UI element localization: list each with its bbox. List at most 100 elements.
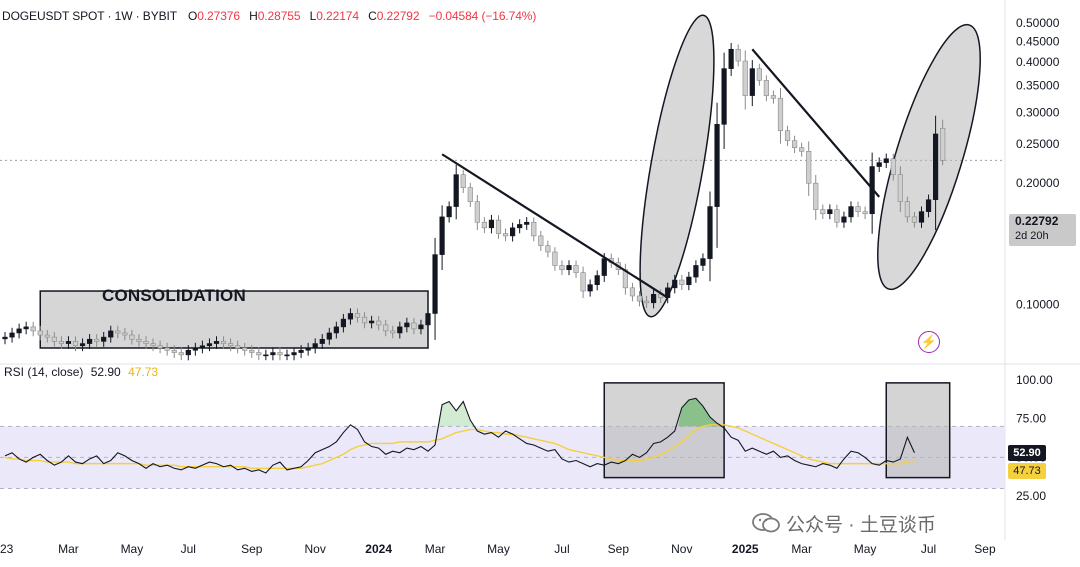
rsi-tick-label: 100.00 bbox=[1016, 373, 1053, 387]
candle-body bbox=[495, 219, 502, 234]
candle-body bbox=[101, 336, 107, 342]
price-tick-label: 0.40000 bbox=[1016, 55, 1060, 69]
candle-body bbox=[791, 140, 798, 148]
rsi-overbought-fill bbox=[678, 398, 721, 427]
candle-body bbox=[474, 201, 480, 223]
candle-body bbox=[509, 227, 516, 237]
candle-body bbox=[827, 209, 833, 215]
low-value: 0.22174 bbox=[316, 9, 359, 23]
candle-body bbox=[883, 158, 889, 163]
candle-body bbox=[284, 354, 290, 357]
change-value: −0.04584 (−16.74%) bbox=[428, 9, 537, 23]
candle-body bbox=[143, 341, 149, 344]
candle-body bbox=[517, 224, 523, 229]
candle-body bbox=[629, 287, 636, 297]
price-tick-label: 0.25000 bbox=[1016, 137, 1060, 151]
candle-body bbox=[136, 338, 142, 342]
candle-body bbox=[862, 211, 868, 215]
candle-body bbox=[87, 338, 93, 344]
candle-body bbox=[199, 345, 206, 349]
candle-body bbox=[150, 343, 156, 347]
rsi-panel bbox=[0, 382, 1005, 489]
annotations-over bbox=[441, 48, 881, 299]
candle-body bbox=[94, 338, 100, 342]
x-tick-label: 2025 bbox=[732, 542, 759, 556]
candle-body bbox=[460, 174, 466, 188]
candle-body bbox=[361, 316, 368, 324]
open-label: O bbox=[188, 9, 198, 23]
candle-body bbox=[305, 347, 311, 351]
candle-body bbox=[213, 341, 220, 344]
candle-body bbox=[855, 206, 861, 212]
candle-body bbox=[418, 324, 424, 330]
x-tick-label: May bbox=[487, 542, 510, 556]
y-axis[interactable]: 0.100000.150000.200000.250000.300000.350… bbox=[1016, 16, 1060, 503]
candle-body bbox=[439, 216, 445, 255]
candle-body bbox=[552, 251, 558, 266]
candle-body bbox=[813, 182, 819, 210]
candle-body bbox=[23, 326, 29, 330]
candle-body bbox=[270, 352, 276, 356]
low-label: L bbox=[309, 9, 317, 23]
price-tick-label: 0.20000 bbox=[1016, 176, 1060, 190]
candle-body bbox=[700, 258, 706, 266]
trendline bbox=[441, 153, 669, 299]
candle-body bbox=[72, 341, 79, 347]
candle-body bbox=[425, 313, 431, 326]
last-price: 0.22792 bbox=[1015, 214, 1059, 228]
rsi-tick-label: 75.00 bbox=[1016, 412, 1046, 426]
x-tick-label: Sep bbox=[241, 542, 263, 556]
consolidation-label: CONSOLIDATION bbox=[102, 286, 246, 305]
candle-body bbox=[79, 343, 86, 347]
candle-body bbox=[834, 209, 840, 223]
candle-body bbox=[354, 313, 361, 318]
lightning-icon[interactable]: ⚡ bbox=[918, 331, 940, 353]
candle-body bbox=[16, 328, 22, 334]
candle-body bbox=[481, 221, 488, 229]
candle-body bbox=[686, 276, 692, 285]
candle-body bbox=[256, 352, 262, 356]
x-tick-label: Sep bbox=[974, 542, 996, 556]
candle-body bbox=[820, 209, 826, 215]
candle-body bbox=[185, 349, 191, 356]
rsi-ma-tag: 47.73 bbox=[1008, 463, 1046, 479]
candle-body bbox=[108, 330, 114, 338]
watermark: 公众号 · 土豆谈币 bbox=[752, 510, 936, 540]
candle-body bbox=[742, 60, 748, 96]
x-tick-label: Nov bbox=[305, 542, 326, 556]
candle-body bbox=[235, 345, 241, 349]
candle-body bbox=[721, 68, 727, 125]
symbol-title[interactable]: DOGEUSDT SPOT · 1W · BYBIT bbox=[2, 9, 177, 23]
rsi-highlight-box bbox=[603, 382, 725, 479]
x-tick-label: Nov bbox=[671, 542, 692, 556]
candle-body bbox=[164, 347, 170, 351]
candle-body bbox=[249, 349, 255, 353]
candle-body bbox=[643, 300, 650, 304]
candle-body bbox=[693, 265, 699, 278]
candle-body bbox=[446, 206, 452, 218]
candle-body bbox=[707, 206, 713, 259]
candle-body bbox=[918, 211, 925, 223]
candle-body bbox=[904, 201, 910, 218]
x-tick-label: Jul bbox=[554, 542, 569, 556]
candle-body bbox=[763, 80, 769, 96]
high-value: 0.28755 bbox=[257, 9, 301, 23]
candle-body bbox=[333, 326, 339, 334]
candle-body bbox=[171, 349, 177, 353]
rsi-label[interactable]: RSI (14, close) bbox=[4, 365, 84, 379]
x-axis[interactable]: 23 Mar May Jul Sep Nov 2024 Mar May Jul Sep Nov 2025… bbox=[0, 542, 996, 556]
rsi-line bbox=[4, 397, 915, 474]
candle-body bbox=[115, 330, 121, 334]
candle-body bbox=[911, 216, 918, 223]
last-price-tag: 0.22792 2d 20h bbox=[1009, 214, 1076, 246]
candle-body bbox=[220, 341, 227, 344]
price-tick-label: 0.10000 bbox=[1016, 298, 1060, 312]
rsi-value-tag: 52.90 bbox=[1008, 445, 1046, 461]
candle-body bbox=[636, 295, 643, 302]
candle-body bbox=[876, 162, 882, 167]
candle-body bbox=[298, 349, 304, 353]
candle-body bbox=[488, 219, 495, 229]
candle-body bbox=[777, 97, 784, 131]
watermark-text: 公众号 · 土豆谈币 bbox=[786, 515, 936, 536]
